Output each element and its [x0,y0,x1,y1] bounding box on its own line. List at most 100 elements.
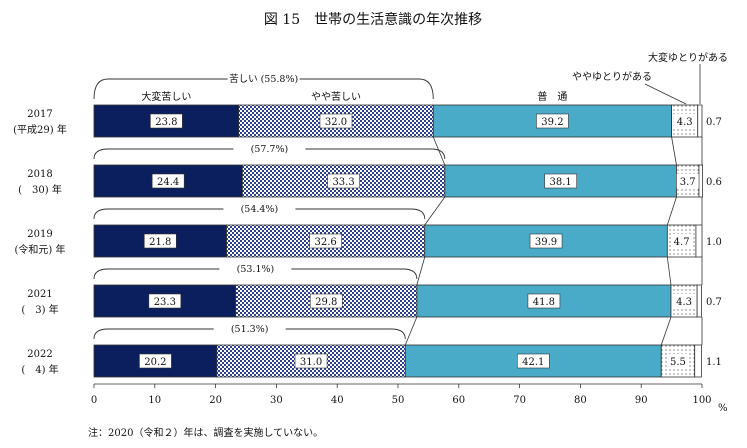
value-label: 23.8 [155,117,177,128]
x-tick-label: 100 [692,395,711,406]
value-label: 41.8 [533,297,555,308]
value-label: 39.2 [541,117,563,128]
value-label: 0.7 [706,297,722,308]
value-label-box [294,353,328,369]
category-label-year: 2019 [27,229,52,240]
value-label-box [151,173,185,189]
hardship-bracket [93,208,426,220]
category-label-era: ( 4) 年 [21,363,58,376]
category-label-year: 2022 [27,349,52,360]
value-label-box [529,233,563,249]
footnote: 注：2020（令和２）年は、調査を実施していない。 [88,426,323,439]
value-label: 38.1 [550,177,572,188]
category-label-era: ( 30) 年 [18,183,62,196]
value-label-box [673,114,696,128]
bar-segment [696,284,702,318]
bar-segment [698,164,704,198]
legend-label: 大変苦しい [141,90,191,103]
value-label-box [536,113,569,129]
legend-label: 普 通 [537,90,567,103]
bar-segment [695,224,703,258]
connector-line [666,256,672,286]
value-label: 39.9 [535,237,557,248]
value-label: 3.7 [680,177,696,188]
value-label: 31.0 [300,357,322,368]
value-label: 0.6 [706,177,722,188]
value-label: 21.8 [149,237,171,248]
x-tick-label: 30 [270,395,283,406]
value-label-box [327,173,360,189]
value-label-box [666,354,689,368]
value-label-box [676,174,699,188]
value-label-box [309,293,343,309]
hardship-bracket [93,78,434,100]
hardship-bracket [93,328,406,340]
hardship-total-label: (53.1%) [237,264,275,275]
hardship-total-label: (51.3%) [231,324,269,335]
bars: 23.8 32.0 39.2 4.3 0.7 24.4 33.3 38.1 3.7 0.6 21.8… [93,104,722,378]
category-label-year: 2021 [27,289,52,300]
x-tick-label: 20 [209,395,222,406]
y-axis-labels: 2017 (平成29) 年 2018 ( 30) 年 2019 (令和元) 年 2021 ( … [13,109,67,376]
category-label-year: 2017 [27,109,52,120]
connector-line [404,316,418,346]
x-tick-label: 60 [452,395,465,406]
x-unit-label: % [718,403,728,414]
chart-title: 図 15 世帯の生活意識の年次推移 [264,11,482,28]
legend-leader-line [644,83,687,105]
value-label: 4.7 [674,237,690,248]
connector-line [424,196,446,226]
value-label-box [139,353,172,369]
value-label: 23.3 [154,297,176,308]
x-tick-label: 0 [91,395,97,406]
connector-line [416,256,426,286]
connector-line [666,196,677,226]
bar-segment [697,104,703,138]
x-tick-label: 80 [574,395,587,406]
connector-line [432,136,446,166]
x-tick-label: 90 [635,395,648,406]
value-label: 1.1 [706,357,722,368]
hardship-total-label: (57.7%) [251,144,289,155]
value-label: 32.0 [325,117,347,128]
value-label-box [309,233,342,249]
category-label-era: (令和元) 年 [15,243,66,256]
x-tick-label: 40 [331,395,344,406]
value-label-box [319,113,353,129]
value-label-box [670,234,693,248]
value-label-box [148,293,182,309]
value-label: 33.3 [332,177,354,188]
value-label: 42.1 [522,357,544,368]
x-tick-label: 70 [513,395,526,406]
value-label: 24.4 [157,177,179,188]
value-label-box [143,233,177,249]
hardship-total-label: (54.4%) [241,204,279,215]
x-axis: 0 10 20 30 40 50 60 70 80 90 100 [91,383,712,406]
legend-label: ややゆとりがある [572,70,652,83]
value-label-box [527,293,561,309]
category-label-year: 2018 [27,169,52,180]
category-label-era: (平成29) 年 [13,123,67,136]
value-label-box [150,113,183,129]
x-tick-label: 10 [148,395,161,406]
value-label: 4.3 [677,117,693,128]
value-label: 4.3 [676,297,692,308]
annotations: 苦しい (55.8%) (57.7%) (54.4%) (53.1%) (51.3%) 大… [93,51,728,346]
hardship-total-label: 苦しい (55.8%) [229,73,298,85]
connector-line [671,136,677,166]
value-label: 32.6 [315,237,337,248]
x-tick-label: 50 [392,395,405,406]
value-label-box [673,294,696,308]
legend-label: やや苦しい [311,90,361,103]
value-label-box [544,173,577,189]
value-label-box [516,353,550,369]
value-label: 29.8 [315,297,337,308]
connector-line [660,316,672,346]
value-label: 0.7 [706,117,722,128]
legend-label: 大変ゆとりがある [648,51,728,64]
value-label: 20.2 [144,357,166,368]
value-label: 5.5 [670,357,686,368]
value-label: 1.0 [706,237,722,248]
category-label-era: ( 3) 年 [21,303,58,316]
